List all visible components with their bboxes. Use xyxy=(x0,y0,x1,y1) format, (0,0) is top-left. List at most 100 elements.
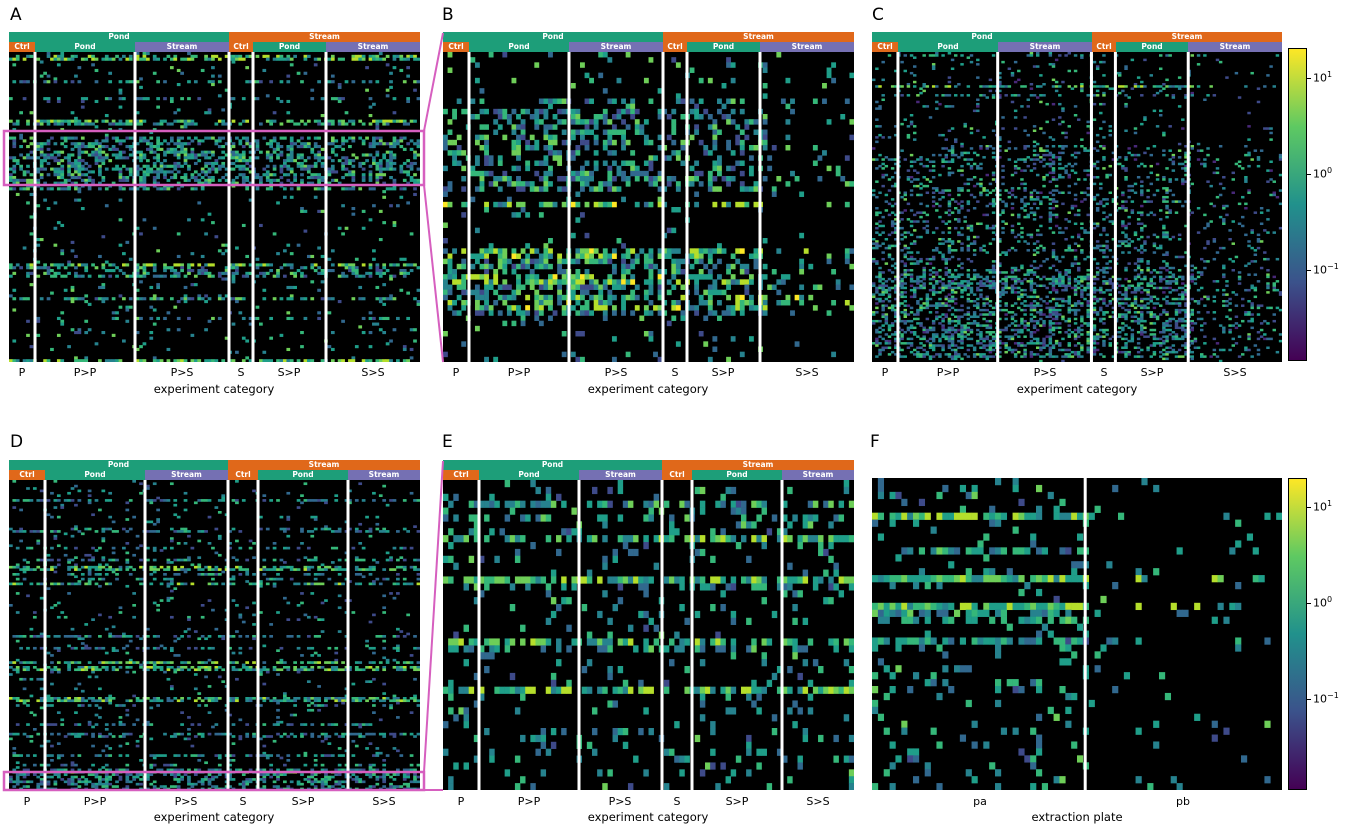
heatmap-cell xyxy=(122,164,126,168)
heatmap-cell xyxy=(470,289,476,296)
heatmap-cell xyxy=(135,359,140,362)
heatmap-cell xyxy=(575,217,581,223)
heatmap-cell xyxy=(1013,94,1018,97)
heatmap-cell xyxy=(122,178,126,182)
heatmap-cell xyxy=(413,187,417,191)
heatmap-cell xyxy=(548,201,553,208)
heatmap-cell xyxy=(334,178,339,182)
heatmap-cell xyxy=(878,125,882,128)
heatmap-cell xyxy=(317,156,321,160)
heatmap-cell xyxy=(712,165,718,172)
heatmap-cell xyxy=(296,187,301,191)
heatmap-cell xyxy=(497,186,503,192)
heatmap-cell xyxy=(979,94,983,97)
heatmap-cell xyxy=(283,159,287,163)
heatmap-cell xyxy=(630,274,636,280)
heatmap-cell xyxy=(1206,180,1210,183)
heatmap-cell xyxy=(1118,244,1122,248)
heatmap-cell xyxy=(399,271,404,275)
heatmap-cell xyxy=(193,153,198,157)
heatmap-cell xyxy=(67,297,71,301)
heatmap-cell xyxy=(447,129,453,135)
heatmap-cell xyxy=(56,271,61,275)
heatmap-cell xyxy=(890,220,895,223)
heatmap-cell xyxy=(56,333,61,337)
heatmap-cell xyxy=(1146,189,1150,192)
heatmap-cell xyxy=(561,331,567,337)
heatmap-cell xyxy=(200,218,205,222)
heatmap-cell xyxy=(1206,224,1210,228)
heatmap-cell xyxy=(1184,169,1188,172)
heatmap-cell xyxy=(224,249,229,253)
heatmap-cell xyxy=(1067,244,1071,248)
heatmap-cell xyxy=(1171,235,1176,239)
heatmap-cell xyxy=(36,167,41,171)
heatmap-cell xyxy=(382,359,387,362)
heatmap-cell xyxy=(1077,118,1081,121)
heatmap-cell xyxy=(1102,204,1106,208)
heatmap-cell xyxy=(931,176,936,179)
heatmap-cell xyxy=(87,176,92,180)
heatmap-cell xyxy=(456,145,462,151)
heatmap-cell xyxy=(1102,91,1106,95)
heatmap-cell xyxy=(1174,178,1179,181)
heatmap-cell xyxy=(657,145,663,151)
heatmap-cell xyxy=(909,114,914,117)
heatmap-cell xyxy=(1111,87,1116,90)
heatmap-cell xyxy=(197,139,202,143)
heatmap-cell xyxy=(341,97,345,101)
heatmap-cell xyxy=(289,139,294,143)
heatmap-cell xyxy=(190,57,195,61)
heatmap-cell xyxy=(616,129,622,135)
heatmap-cell xyxy=(60,167,65,171)
heatmap-cell xyxy=(101,274,106,278)
heatmap-cell xyxy=(104,54,109,58)
heatmap-cell xyxy=(954,153,958,157)
heatmap-cell xyxy=(516,263,521,270)
heatmap-cell xyxy=(156,283,160,287)
heatmap-cell xyxy=(969,242,974,245)
heatmap-cell xyxy=(67,271,71,275)
heatmap-cell xyxy=(197,269,202,273)
heatmap-cell xyxy=(607,300,613,306)
heatmap-cell xyxy=(300,164,304,168)
heatmap-cell xyxy=(60,159,65,163)
heatmap-cell xyxy=(80,142,85,146)
heatmap-cell xyxy=(389,145,393,149)
heatmap-cell xyxy=(128,257,133,261)
heatmap-cell xyxy=(231,119,236,123)
heatmap-cell xyxy=(748,155,754,161)
heatmap-cell xyxy=(63,136,68,140)
heatmap-cell xyxy=(60,150,65,154)
heatmap-cell xyxy=(497,160,503,166)
heatmap-cell xyxy=(730,305,736,311)
tick-label: S>P xyxy=(277,366,301,379)
heatmap-cell xyxy=(744,201,750,208)
heatmap-cell xyxy=(152,297,157,301)
heatmap-cell xyxy=(520,181,526,187)
heatmap-cell xyxy=(844,248,850,254)
heatmap-cell xyxy=(634,165,640,172)
heatmap-cell xyxy=(534,279,540,285)
heatmap-cell xyxy=(461,165,467,172)
heatmap-cell xyxy=(1181,255,1185,259)
heatmap-cell xyxy=(875,231,879,234)
heatmap-cell xyxy=(341,164,345,168)
heatmap-cell xyxy=(753,248,759,254)
heatmap-cell xyxy=(611,201,617,208)
heatmap-cell xyxy=(909,176,914,179)
heatmap-cell xyxy=(330,359,335,362)
heatmap-cell xyxy=(922,226,926,230)
heatmap-cell xyxy=(169,99,174,104)
heatmap-cell xyxy=(516,181,521,187)
heatmap-cell xyxy=(56,150,61,154)
heatmap-cell xyxy=(739,300,745,306)
heatmap-cell xyxy=(991,85,996,88)
heatmap-cell xyxy=(844,253,850,259)
heatmap-cell xyxy=(330,97,335,101)
heatmap-cell xyxy=(375,269,380,273)
heatmap-cell xyxy=(966,246,971,250)
heatmap-cell xyxy=(548,165,553,172)
heatmap-cell xyxy=(589,279,594,285)
heatmap-cell xyxy=(180,142,184,146)
